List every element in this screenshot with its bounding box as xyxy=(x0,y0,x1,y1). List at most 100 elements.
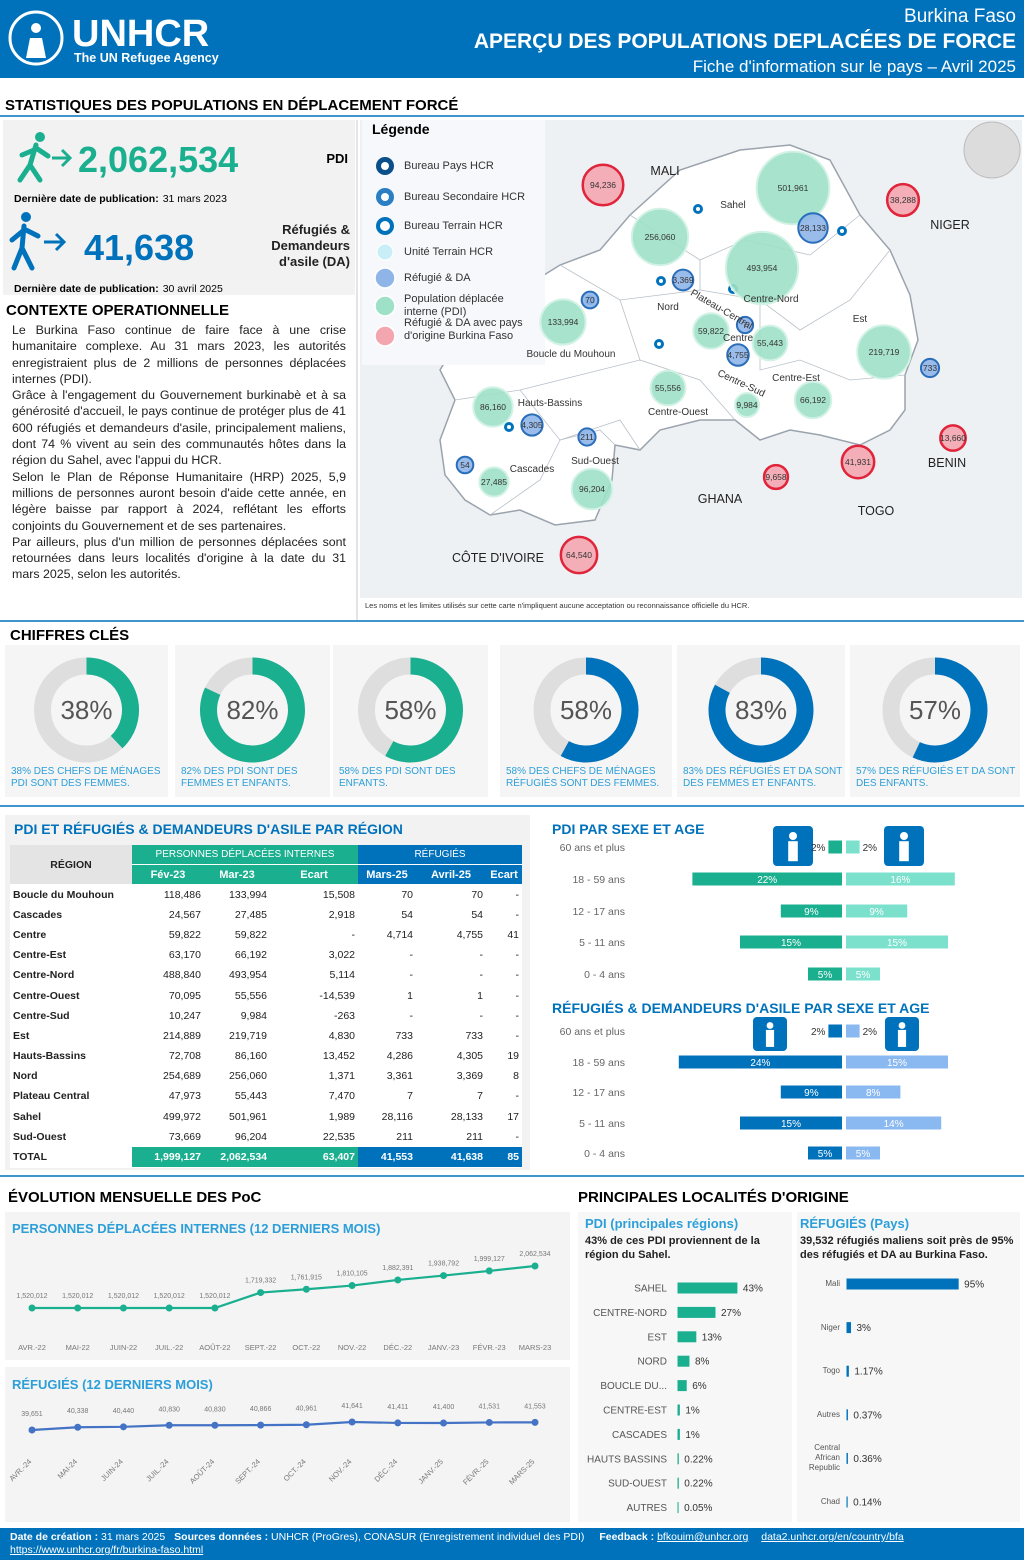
category-label: Togo xyxy=(822,1366,840,1376)
point-label: 1,520,012 xyxy=(62,1293,93,1300)
figure-caption: 82% DES PDI SONT DES FEMMES ET ENFANTS. xyxy=(181,766,298,789)
group-header: PERSONNES DÉPLACÉES INTERNES xyxy=(132,845,358,865)
bar xyxy=(677,1306,716,1318)
value-cell: 7 xyxy=(416,1086,486,1108)
paragraph: Grâce à l'engagement du Gouvernement bur… xyxy=(12,388,346,468)
region-cell: Centre-Est xyxy=(10,945,132,966)
line xyxy=(32,1264,536,1310)
pyramid-bar xyxy=(846,1085,901,1099)
point-label: 39,651 xyxy=(21,1411,43,1418)
bubble xyxy=(692,312,730,350)
donut-value: 58% xyxy=(384,695,436,725)
value-cell: 63,170 xyxy=(132,945,204,966)
pyramid-bar xyxy=(740,1116,842,1130)
date-label: Dernière date de publication: xyxy=(14,193,159,205)
value-cell: 5,114 xyxy=(270,965,358,986)
bubble xyxy=(570,467,614,511)
bar-label: 24% xyxy=(750,1058,770,1069)
value-cell: 118,486 xyxy=(132,884,204,906)
x-tick-label: JUIL.-22 xyxy=(155,1343,183,1352)
logo-tagline: The UN Refugee Agency xyxy=(74,51,219,65)
value-cell: - xyxy=(486,884,522,906)
bubble-label: 4,305 xyxy=(521,420,543,430)
page-title: APERÇU DES POPULATIONS DEPLACÉES DE FORC… xyxy=(474,30,1016,53)
bubble-label: 733 xyxy=(923,363,937,373)
pyramid-bar xyxy=(780,1085,842,1099)
legend-icon xyxy=(374,295,396,317)
footer-link[interactable]: https://www.unhcr.org/fr/burkina-faso.ht… xyxy=(10,1544,204,1556)
table-row: Hauts-Bassins 72,708 86,160 13,452 4,286 4,30… xyxy=(10,1046,522,1067)
value-cell: 499,972 xyxy=(132,1106,204,1128)
icon xyxy=(35,132,45,142)
point xyxy=(394,1419,402,1427)
bubble xyxy=(793,380,833,420)
value-cell: 13,452 xyxy=(270,1046,358,1067)
x-tick-label: OCT.-22 xyxy=(292,1343,320,1352)
bubble xyxy=(581,163,625,207)
bar-label: 5% xyxy=(856,970,871,981)
value-cell: 219,719 xyxy=(204,1025,270,1047)
header-band xyxy=(0,0,1024,78)
region-label: Centre xyxy=(723,333,753,344)
legend-label: Bureau Pays HCR xyxy=(404,159,494,172)
point xyxy=(74,1423,82,1431)
footer-value: 31 mars 2025 xyxy=(101,1531,166,1543)
age-label: 12 - 17 ans xyxy=(572,906,625,918)
region-cell: Cascades xyxy=(10,904,132,926)
category-label: CASCADES xyxy=(612,1430,667,1441)
region-cell: Est xyxy=(10,1025,132,1047)
bar xyxy=(846,1365,849,1377)
point-label: 1,938,792 xyxy=(428,1261,459,1268)
bar-label: 0.36% xyxy=(853,1454,881,1465)
footer-link[interactable]: bfkouim@unhcr.org xyxy=(657,1531,749,1543)
region-cell: Centre-Nord xyxy=(10,965,132,986)
legend-label: Réfugié & DA xyxy=(404,271,471,284)
donut-value: 58% xyxy=(560,695,612,725)
pyramid-bar xyxy=(846,840,860,854)
value-cell: 1 xyxy=(416,985,486,1007)
region-boundary xyxy=(559,260,701,301)
region-cell: Centre xyxy=(10,924,132,946)
value-cell: 17 xyxy=(486,1106,522,1128)
point-label: 1,520,012 xyxy=(108,1293,139,1300)
value-cell: 47,973 xyxy=(132,1086,204,1108)
category-label: Autres xyxy=(816,1409,840,1419)
bar-label: 0.37% xyxy=(853,1410,881,1421)
point-label: 40,440 xyxy=(113,1408,135,1415)
x-tick-label: DÉC.-22 xyxy=(383,1343,412,1352)
region-cell: Plateau Central xyxy=(10,1086,132,1108)
point-label: 1,520,012 xyxy=(199,1293,230,1300)
bubble-label: 70 xyxy=(585,295,595,305)
section-title: RÉFUGIÉS & DEMANDEURS D'ASILE PAR SEXE E… xyxy=(552,1000,930,1016)
point-label: 40,961 xyxy=(296,1406,318,1413)
value-cell: 55,443 xyxy=(204,1086,270,1108)
bar-label: 95% xyxy=(964,1280,984,1291)
pyramid-bar xyxy=(780,904,842,918)
point xyxy=(119,1304,127,1312)
value-cell: 4,830 xyxy=(270,1025,358,1047)
value-cell: - xyxy=(486,965,522,986)
x-tick-label: FÉVR.-23 xyxy=(473,1343,506,1352)
value-cell: - xyxy=(416,965,486,986)
point-label: 1,999,127 xyxy=(474,1256,505,1263)
bar-label: 9% xyxy=(804,1088,819,1099)
stats-box xyxy=(3,120,355,295)
region-label: Centre-Ouest xyxy=(648,407,708,418)
bubble xyxy=(724,230,800,306)
value-cell: 85 xyxy=(486,1146,522,1168)
region-cell: Nord xyxy=(10,1066,132,1087)
bar-label: 8% xyxy=(695,1357,710,1368)
section-title: CONTEXTE OPERATIONNELLE xyxy=(6,302,229,319)
bubble-label: 38,288 xyxy=(890,195,916,205)
point-label: 1,520,012 xyxy=(16,1293,47,1300)
value-cell: 70 xyxy=(416,884,486,906)
gender-icon xyxy=(900,832,908,840)
logo-figure xyxy=(26,38,46,58)
bubble-label: 133,994 xyxy=(548,317,579,327)
footer-link[interactable]: data2.unhcr.org/en/country/bfa xyxy=(761,1531,904,1543)
value-cell: - xyxy=(486,1005,522,1027)
category-label: Niger xyxy=(820,1322,840,1332)
value-cell: 1,371 xyxy=(270,1066,358,1087)
value-cell: 7,470 xyxy=(270,1086,358,1108)
bubble-label: 55,556 xyxy=(655,383,681,393)
